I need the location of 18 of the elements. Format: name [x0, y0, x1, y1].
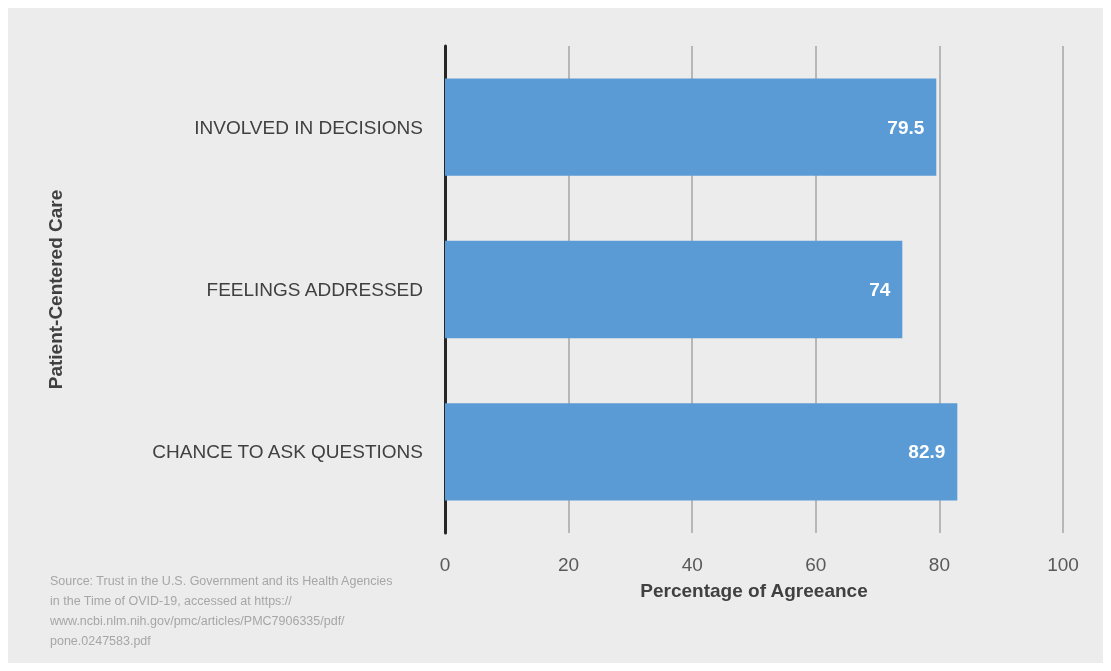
source-note: Source: Trust in the U.S. Government and its Health Agencies in the Time of OVID-19, accessed at https://www.ncbi.nlm.nih.gov/pmc/articles/PMC7906335/pdf/pone.0247583.pdf — [49, 574, 397, 648]
data-label: 79.5 — [887, 116, 925, 138]
x-tick-label: 80 — [928, 554, 950, 575]
data-label: 82.9 — [908, 441, 946, 463]
y-axis-title: Patient-Centered Care — [45, 189, 66, 390]
y-tick-label: FEELINGS ADDRESSED — [206, 279, 423, 300]
bar — [445, 78, 937, 176]
data-label: 74 — [869, 279, 891, 300]
x-tick-label: 20 — [558, 554, 580, 575]
x-tick-label: 100 — [1047, 554, 1079, 575]
x-tick-label: 40 — [681, 554, 703, 575]
y-tick-label: CHANCE TO ASK QUESTIONS — [152, 441, 423, 463]
x-tick-label: 0 — [439, 554, 451, 575]
x-axis-title: Percentage of Agreeance — [640, 580, 868, 601]
bar — [445, 403, 958, 501]
y-tick-label: INVOLVED IN DECISIONS — [194, 116, 423, 138]
bar — [445, 240, 903, 339]
x-tick-label: 60 — [805, 554, 827, 575]
